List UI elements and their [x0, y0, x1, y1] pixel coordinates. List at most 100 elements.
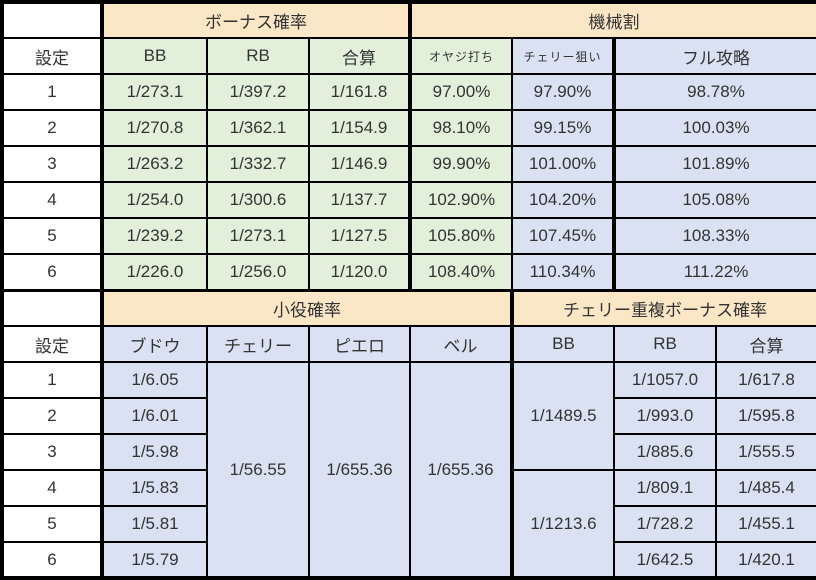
cell-rb: 1/273.1 — [206, 217, 310, 255]
cell-bb: 1/254.0 — [100, 181, 208, 219]
cell-cherry-nerai: 101.00% — [511, 145, 616, 183]
cell-gassan: 1/420.1 — [715, 541, 816, 579]
cell-bb-merged-4-6: 1/1213.6 — [510, 469, 616, 579]
section-header-koyaku-probability: 小役確率 — [99, 288, 514, 327]
header-setting-bottom: 設定 — [1, 325, 103, 363]
header-oyaji-uchi: オヤジ打ち — [408, 37, 514, 75]
cell-bb: 1/226.0 — [100, 253, 208, 291]
cell-rb: 1/885.6 — [613, 433, 718, 471]
bottom-row-setting-1: 1 1/6.05 1/56.55 1/655.36 1/655.36 1/148… — [1, 361, 816, 579]
bottom-row-setting-2: 2 1/6.01 1/993.0 1/595.8 — [1, 397, 816, 435]
header-rb-bottom: RB — [613, 325, 718, 363]
cell-oyaji: 105.80% — [408, 217, 514, 255]
cell-setting: 3 — [1, 145, 103, 183]
corner-cell-top — [1, 1, 103, 39]
cell-setting: 4 — [1, 181, 103, 219]
cell-budou: 1/6.01 — [100, 397, 208, 435]
cell-setting: 2 — [1, 109, 103, 147]
cell-setting: 6 — [1, 541, 103, 579]
top-row-setting-5: 5 1/239.2 1/273.1 1/127.5 105.80% 107.45… — [1, 217, 816, 255]
section-header-cherry-overlap-bonus: チェリー重複ボーナス確率 — [510, 288, 816, 327]
cell-bb: 1/263.2 — [100, 145, 208, 183]
cell-cherry-nerai: 107.45% — [511, 217, 616, 255]
cell-full: 98.78% — [612, 73, 816, 111]
cell-rb: 1/256.0 — [206, 253, 310, 291]
header-rb-top: RB — [206, 37, 310, 75]
cell-gassan: 1/146.9 — [307, 145, 412, 183]
cell-setting: 1 — [1, 73, 103, 111]
cell-full: 101.89% — [612, 145, 816, 183]
cell-budou: 1/6.05 — [100, 361, 208, 399]
cell-rb: 1/642.5 — [613, 541, 718, 579]
cell-full: 111.22% — [612, 253, 816, 291]
cell-rb: 1/332.7 — [206, 145, 310, 183]
bottom-row-setting-5: 5 1/5.81 1/728.2 1/455.1 — [1, 505, 816, 543]
corner-cell-bottom — [1, 288, 103, 327]
cell-full: 105.08% — [612, 181, 816, 219]
cell-gassan: 1/485.4 — [715, 469, 816, 507]
cell-oyaji: 108.40% — [408, 253, 514, 291]
cell-gassan: 1/617.8 — [715, 361, 816, 399]
cell-oyaji: 98.10% — [408, 109, 514, 147]
header-gassan-bottom: 合算 — [715, 325, 816, 363]
top-row-setting-1: 1 1/273.1 1/397.2 1/161.8 97.00% 97.90% … — [1, 73, 816, 111]
top-row-setting-6: 6 1/226.0 1/256.0 1/120.0 108.40% 110.34… — [1, 253, 816, 291]
top-row-setting-3: 3 1/263.2 1/332.7 1/146.9 99.90% 101.00%… — [1, 145, 816, 183]
cell-oyaji: 97.00% — [408, 73, 514, 111]
header-cherry: チェリー — [206, 325, 310, 363]
cell-rb: 1/728.2 — [613, 505, 718, 543]
bottom-row-setting-6: 6 1/5.79 1/642.5 1/420.1 — [1, 541, 816, 579]
cell-gassan: 1/154.9 — [307, 109, 412, 147]
cell-cherry-nerai: 110.34% — [511, 253, 616, 291]
cell-full: 108.33% — [612, 217, 816, 255]
cell-rb: 1/300.6 — [206, 181, 310, 219]
header-setting-top: 設定 — [1, 37, 103, 75]
cell-budou: 1/5.98 — [100, 433, 208, 471]
bottom-row-setting-3: 3 1/5.98 1/885.6 1/555.5 — [1, 433, 816, 471]
section-header-bonus-probability: ボーナス確率 — [99, 1, 412, 39]
header-bb-top: BB — [100, 37, 208, 75]
bottom-section-header-row: 小役確率 チェリー重複ボーナス確率 — [1, 288, 816, 327]
cell-oyaji: 99.90% — [408, 145, 514, 183]
header-piero: ピエロ — [307, 325, 412, 363]
cell-bell-merged: 1/655.36 — [409, 361, 514, 579]
cell-rb: 1/1057.0 — [613, 361, 718, 399]
cell-setting: 5 — [1, 505, 103, 543]
cell-gassan: 1/595.8 — [715, 397, 816, 435]
cell-bb: 1/239.2 — [100, 217, 208, 255]
cell-gassan: 1/137.7 — [307, 181, 412, 219]
cell-rb: 1/397.2 — [206, 73, 310, 111]
cell-cherry-nerai: 97.90% — [511, 73, 616, 111]
cell-cherry-merged: 1/56.55 — [206, 361, 310, 579]
top-row-setting-4: 4 1/254.0 1/300.6 1/137.7 102.90% 104.20… — [1, 181, 816, 219]
cell-budou: 1/5.79 — [100, 541, 208, 579]
cell-budou: 1/5.83 — [100, 469, 208, 507]
cell-cherry-nerai: 99.15% — [511, 109, 616, 147]
cell-rb: 1/362.1 — [206, 109, 310, 147]
cell-budou: 1/5.81 — [100, 505, 208, 543]
cell-setting: 3 — [1, 433, 103, 471]
header-gassan-top: 合算 — [307, 37, 412, 75]
top-row-setting-2: 2 1/270.8 1/362.1 1/154.9 98.10% 99.15% … — [1, 109, 816, 147]
cell-setting: 2 — [1, 397, 103, 435]
header-cherry-nerai: チェリー狙い — [511, 37, 616, 75]
bottom-row-setting-4: 4 1/5.83 1/1213.6 1/809.1 1/485.4 — [1, 469, 816, 579]
cell-oyaji: 102.90% — [408, 181, 514, 219]
cell-gassan: 1/455.1 — [715, 505, 816, 543]
header-budou: ブドウ — [100, 325, 208, 363]
cell-setting: 1 — [1, 361, 103, 399]
top-column-header-row: 設定 BB RB 合算 オヤジ打ち チェリー狙い フル攻略 — [1, 37, 816, 75]
cell-bb-merged-1-3: 1/1489.5 — [510, 361, 616, 471]
cell-setting: 6 — [1, 253, 103, 291]
cell-bb: 1/273.1 — [100, 73, 208, 111]
header-bell: ベル — [409, 325, 514, 363]
cell-gassan: 1/555.5 — [715, 433, 816, 471]
header-bb-bottom: BB — [510, 325, 616, 363]
cell-gassan: 1/120.0 — [307, 253, 412, 291]
cell-rb: 1/809.1 — [613, 469, 718, 507]
cell-full: 100.03% — [612, 109, 816, 147]
cell-setting: 4 — [1, 469, 103, 507]
cell-piero-merged: 1/655.36 — [307, 361, 412, 579]
